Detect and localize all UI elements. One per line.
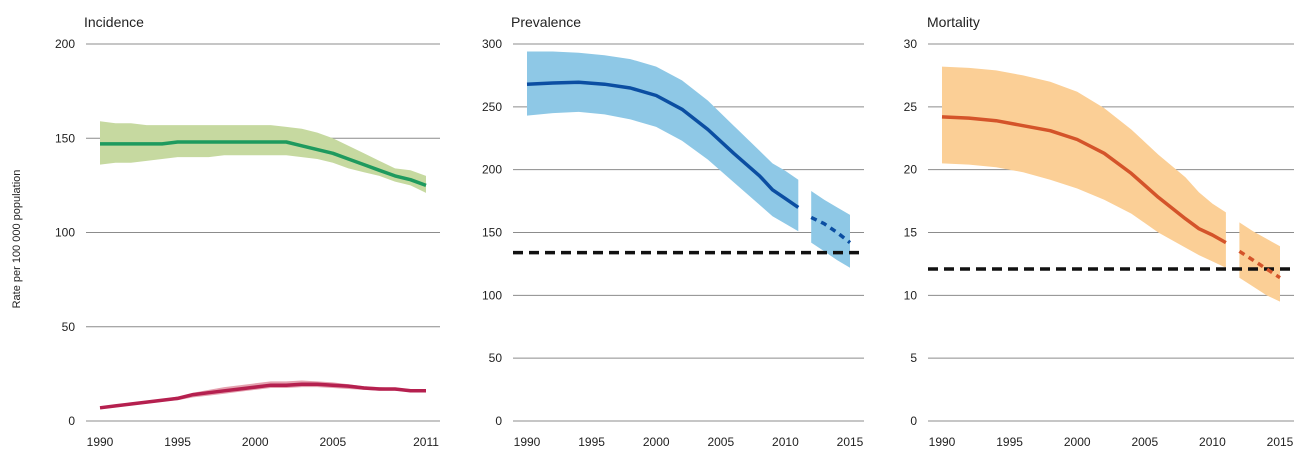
x-tick-label: 1995 — [164, 435, 191, 449]
x-tick-label: 2005 — [707, 435, 734, 449]
uncertainty-band — [1239, 222, 1280, 302]
x-tick-label: 2015 — [837, 435, 864, 449]
y-tick-label: 100 — [482, 288, 502, 302]
y-tick-label: 20 — [904, 163, 918, 177]
series-line — [100, 140, 427, 188]
y-tick-label: 5 — [910, 351, 917, 365]
x-tick-label: 1995 — [578, 435, 605, 449]
x-tick-label: 2010 — [1199, 435, 1226, 449]
chart-title: Incidence — [84, 14, 144, 30]
x-tick-label: 1990 — [929, 435, 956, 449]
chart-title: Prevalence — [511, 14, 581, 30]
y-tick-label: 200 — [482, 163, 502, 177]
uncertainty-band — [100, 121, 426, 193]
uncertainty-band — [527, 51, 799, 232]
x-tick-label: 1995 — [996, 435, 1023, 449]
series-line-projection — [1238, 249, 1281, 280]
x-tick-label: 1990 — [514, 435, 541, 449]
y-tick-label: 100 — [55, 226, 75, 240]
chart-panel-3: Mortality 0 5 10 15 20 25 30 1990 1995 2000 2005 201… — [904, 14, 1294, 449]
y-tick-label: 0 — [910, 414, 917, 428]
x-tick-label: 2000 — [643, 435, 670, 449]
y-tick-label: 150 — [55, 131, 75, 145]
y-tick-label: 150 — [482, 226, 502, 240]
x-tick-label: 2000 — [242, 435, 269, 449]
x-tick-label: 2005 — [320, 435, 347, 449]
y-tick-label: 300 — [482, 37, 502, 51]
y-tick-label: 25 — [904, 100, 918, 114]
y-tick-label: 0 — [68, 414, 75, 428]
uncertainty-band — [942, 66, 1226, 268]
chart-panel-2: Prevalence 0 50 100 150 200 250 300 1990 1995 2000… — [482, 14, 864, 449]
y-tick-label: 50 — [62, 320, 76, 334]
x-tick-label: 2010 — [772, 435, 799, 449]
y-tick-label: 50 — [489, 351, 503, 365]
x-tick-label: 2005 — [1131, 435, 1158, 449]
series-line — [941, 115, 1227, 245]
x-tick-label: 2015 — [1267, 435, 1294, 449]
y-tick-label: 10 — [904, 288, 918, 302]
y-axis-label: Rate per 100 000 population — [11, 170, 23, 309]
series-line — [99, 382, 426, 410]
x-tick-label: 1990 — [87, 435, 114, 449]
chart-title: Mortality — [927, 14, 980, 30]
y-tick-label: 30 — [904, 37, 918, 51]
series-line — [526, 80, 800, 209]
y-tick-label: 250 — [482, 100, 502, 114]
chart-panel-1: Incidence 0 50 100 150 200 1990 1995 2000 2005 201… — [55, 14, 440, 449]
x-tick-label: 2000 — [1064, 435, 1091, 449]
y-tick-label: 15 — [904, 226, 918, 240]
y-tick-label: 200 — [55, 37, 75, 51]
y-tick-label: 0 — [495, 414, 502, 428]
x-tick-label: 2011 — [413, 435, 439, 449]
series-line-projection — [810, 215, 852, 244]
